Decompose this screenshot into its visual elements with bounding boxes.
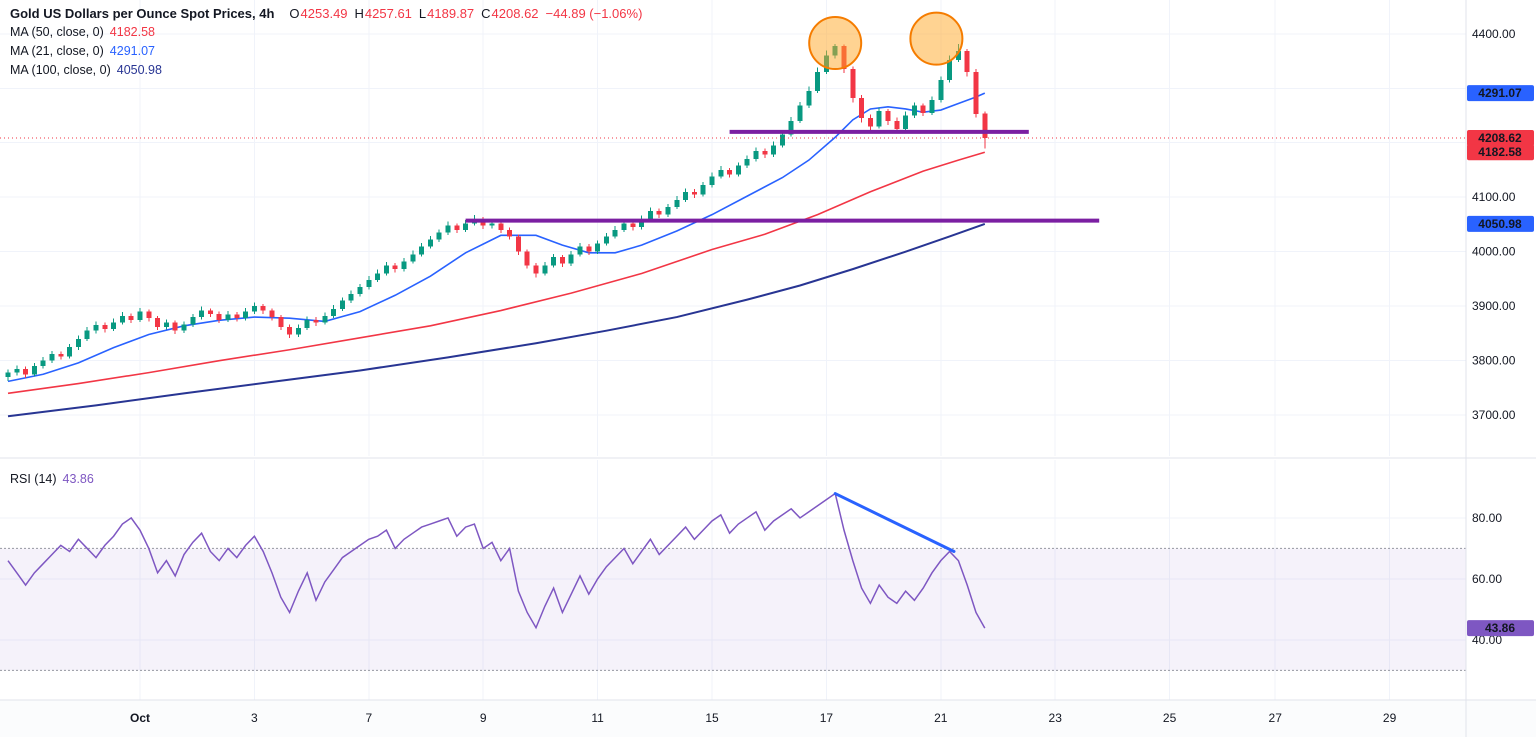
ma50-value-badge-text: 4182.58: [1478, 145, 1522, 159]
time-axis-label: 25: [1163, 711, 1177, 725]
price-axis-label: 4000.00: [1472, 245, 1516, 259]
time-axis-label: 17: [820, 711, 834, 725]
close-label: C: [481, 6, 491, 21]
rsi-value-badge: [1467, 620, 1534, 637]
price-axis-label: 4400.00: [1472, 27, 1516, 41]
ma50-value: 4182.58: [109, 25, 155, 39]
time-axis-label: 11: [591, 711, 604, 725]
ma100-value-badge: [1467, 215, 1534, 232]
ma100-legend[interactable]: MA (100, close, 0) 4050.98: [10, 63, 642, 82]
ma21-legend[interactable]: MA (21, close, 0) 4291.07: [10, 44, 642, 63]
rsi-divergence-trendline[interactable]: [833, 492, 956, 553]
last-price-badge-text: 4208.62: [1478, 131, 1522, 145]
price-axis-label: 4100.00: [1472, 190, 1516, 204]
rsi-legend[interactable]: RSI (14) 43.86: [10, 472, 94, 486]
ma50-line[interactable]: [7, 151, 986, 395]
time-axis-label: 9: [480, 711, 487, 725]
price-axis-label: 3900.00: [1472, 299, 1516, 313]
candles[interactable]: [5, 44, 988, 381]
low-value: 4189.87: [427, 6, 475, 21]
ma21-value-badge: [1467, 85, 1534, 102]
close-value: 4208.62: [491, 6, 539, 21]
time-axis-label: 27: [1269, 711, 1283, 725]
time-axis-label: 15: [705, 711, 719, 725]
ma21-label: MA (21, close, 0): [10, 44, 104, 58]
time-axis-label: 29: [1383, 711, 1397, 725]
open-value: 4253.49: [300, 6, 348, 21]
chart-legend: Gold US Dollars per Ounce Spot Prices, 4…: [10, 6, 642, 82]
ma21-value-badge-text: 4291.07: [1478, 86, 1522, 100]
time-axis-label: 3: [251, 711, 258, 725]
chart-title: Gold US Dollars per Ounce Spot Prices, 4…: [10, 6, 275, 21]
price-axis-label: 3800.00: [1472, 354, 1516, 368]
ma50-legend[interactable]: MA (50, close, 0) 4182.58: [10, 25, 642, 44]
time-axis-label: 23: [1049, 711, 1063, 725]
rsi-axis-label: 60.00: [1472, 572, 1502, 586]
ma100-line[interactable]: [7, 222, 986, 418]
open-label: O: [289, 6, 300, 21]
rsi-band: [0, 547, 1466, 671]
low-label: L: [418, 6, 427, 21]
grid: [0, 0, 1466, 700]
ma100-label: MA (100, close, 0): [10, 63, 111, 77]
price-pane[interactable]: [0, 11, 1466, 418]
ma50-value-badge: [1467, 144, 1534, 161]
ma100-value-badge-text: 4050.98: [1478, 217, 1522, 231]
rsi-axis-label: 80.00: [1472, 511, 1502, 525]
ma21-value: 4291.07: [109, 44, 155, 58]
symbol-row: Gold US Dollars per Ounce Spot Prices, 4…: [10, 6, 642, 25]
time-axis-label: 7: [365, 711, 372, 725]
rsi-label: RSI (14): [10, 472, 57, 486]
ma100-value: 4050.98: [116, 63, 162, 77]
change-value: −44.89 (−1.06%): [545, 6, 643, 21]
price-axis[interactable]: 4400.00 4100.00 4000.00 3900.00 3800.00 3700.…: [1467, 27, 1534, 647]
ma50-label: MA (50, close, 0): [10, 25, 104, 39]
price-axis-label: 3700.00: [1472, 408, 1516, 422]
high-value: 4257.61: [364, 6, 412, 21]
high-label: H: [354, 6, 364, 21]
ma21-line[interactable]: [7, 92, 986, 383]
rsi-axis-label: 40.00: [1472, 633, 1502, 647]
rsi-value: 43.86: [62, 472, 94, 486]
time-axis-label: 21: [934, 711, 948, 725]
time-axis[interactable]: Oct 3 7 9 11 15 17 21 23 25 27 29: [130, 711, 1397, 725]
last-price-badge: [1467, 130, 1534, 147]
rsi-line[interactable]: [7, 492, 986, 630]
double-top-circle-1[interactable]: [808, 16, 863, 71]
rsi-pane[interactable]: [7, 492, 986, 630]
rsi-value-badge-text: 43.86: [1485, 621, 1515, 635]
time-axis-label: Oct: [130, 711, 150, 725]
double-top-circle-2[interactable]: [909, 11, 964, 66]
